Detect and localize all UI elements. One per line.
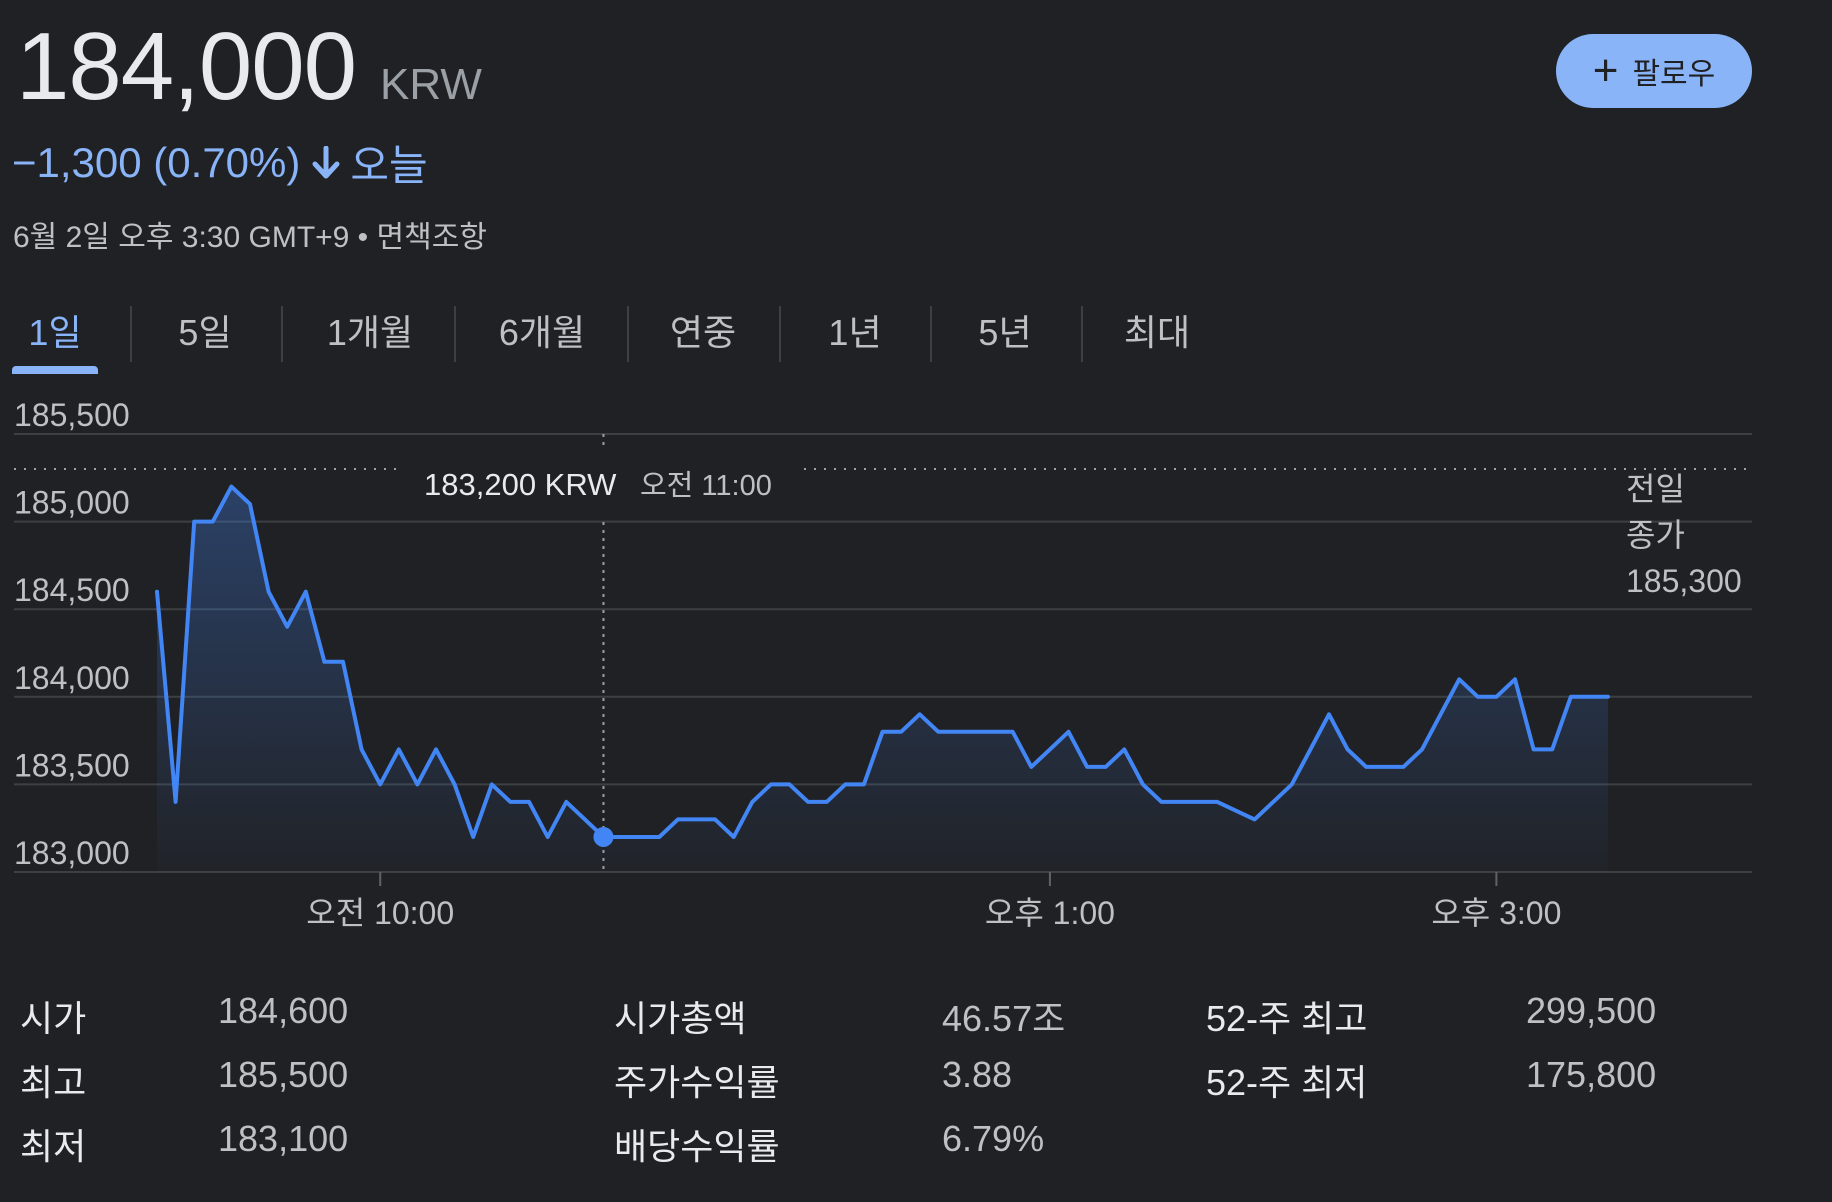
- tab-1y[interactable]: 1년: [828, 312, 882, 353]
- y-tick-label: 183,500: [14, 747, 130, 783]
- stat-label-low: 최저: [20, 1126, 87, 1167]
- price-area: [157, 486, 1608, 872]
- previous-close-value: 185,300: [1626, 563, 1742, 599]
- stat-label-open: 시가: [20, 998, 87, 1039]
- plus-icon: +: [1592, 46, 1619, 95]
- price-header: 184,000 KRW: [16, 12, 482, 122]
- quote-timestamp[interactable]: 6월 2일 오후 3:30 GMT+9 • 면책조항: [13, 221, 487, 254]
- y-tick-label: 184,500: [14, 572, 130, 608]
- tab-divider: [1081, 306, 1083, 362]
- stat-value-market-cap: 46.57조: [942, 998, 1066, 1039]
- stat-value-open: 184,600: [218, 990, 349, 1031]
- tab-1m[interactable]: 1개월: [326, 312, 414, 353]
- stat-value-high: 185,500: [218, 1054, 349, 1095]
- x-tick-label: 오전 10:00: [306, 895, 454, 931]
- tab-divider: [627, 306, 629, 362]
- previous-close-label: 종가: [1626, 517, 1685, 553]
- arrow-down-icon: [310, 145, 342, 180]
- tab-5y[interactable]: 5년: [978, 312, 1032, 353]
- active-tab-indicator: [12, 366, 98, 374]
- tab-divider: [281, 306, 283, 362]
- stat-value-52w-low: 175,800: [1526, 1054, 1657, 1095]
- x-tick-label: 오후 3:00: [1431, 895, 1561, 931]
- follow-label: 팔로우: [1632, 58, 1716, 91]
- stat-label-high: 최고: [20, 1062, 87, 1103]
- follow-button[interactable]: + 팔로우: [1556, 34, 1752, 108]
- tooltip-price: 183,200 KRW: [424, 467, 617, 502]
- y-tick-label: 184,000: [14, 660, 130, 696]
- stat-label-pe-ratio: 주가수익률: [614, 1062, 780, 1103]
- tab-ytd[interactable]: 연중: [669, 312, 737, 353]
- change-value: −1,300 (0.70%): [12, 138, 301, 186]
- stat-value-pe-ratio: 3.88: [942, 1054, 1013, 1095]
- y-tick-label: 185,000: [14, 485, 130, 521]
- change-period: 오늘: [350, 142, 428, 189]
- price-line: [155, 484, 1610, 839]
- y-tick-label: 185,500: [14, 400, 130, 433]
- tooltip-box: [402, 448, 800, 520]
- tooltip-time: 오전 11:00: [640, 470, 772, 502]
- currency-code: KRW: [380, 60, 482, 109]
- y-tick-label: 183,000: [14, 835, 130, 871]
- previous-close-label: 전일: [1626, 471, 1685, 507]
- tab-divider: [130, 306, 132, 362]
- stat-label-dividend-yield: 배당수익률: [614, 1126, 780, 1167]
- tab-1d[interactable]: 1일: [12, 300, 98, 376]
- tab-divider: [930, 306, 932, 362]
- current-price: 184,000: [16, 13, 357, 120]
- x-tick-label: 오후 1:00: [985, 895, 1115, 931]
- stat-label-52w-high: 52-주 최고: [1206, 998, 1368, 1039]
- stat-value-dividend-yield: 6.79%: [942, 1118, 1045, 1159]
- price-change: −1,300 (0.70%) 오늘: [12, 132, 428, 193]
- tab-divider: [454, 306, 456, 362]
- stat-value-52w-high: 299,500: [1526, 990, 1657, 1031]
- stat-label-52w-low: 52-주 최저: [1206, 1062, 1368, 1103]
- hover-point: [593, 826, 614, 847]
- tab-6m[interactable]: 6개월: [498, 312, 586, 353]
- stat-value-low: 183,100: [218, 1118, 349, 1159]
- tab-max[interactable]: 최대: [1123, 312, 1191, 353]
- tab-5d[interactable]: 5일: [178, 312, 232, 353]
- tab-divider: [779, 306, 781, 362]
- stat-label-market-cap: 시가총액: [614, 998, 747, 1039]
